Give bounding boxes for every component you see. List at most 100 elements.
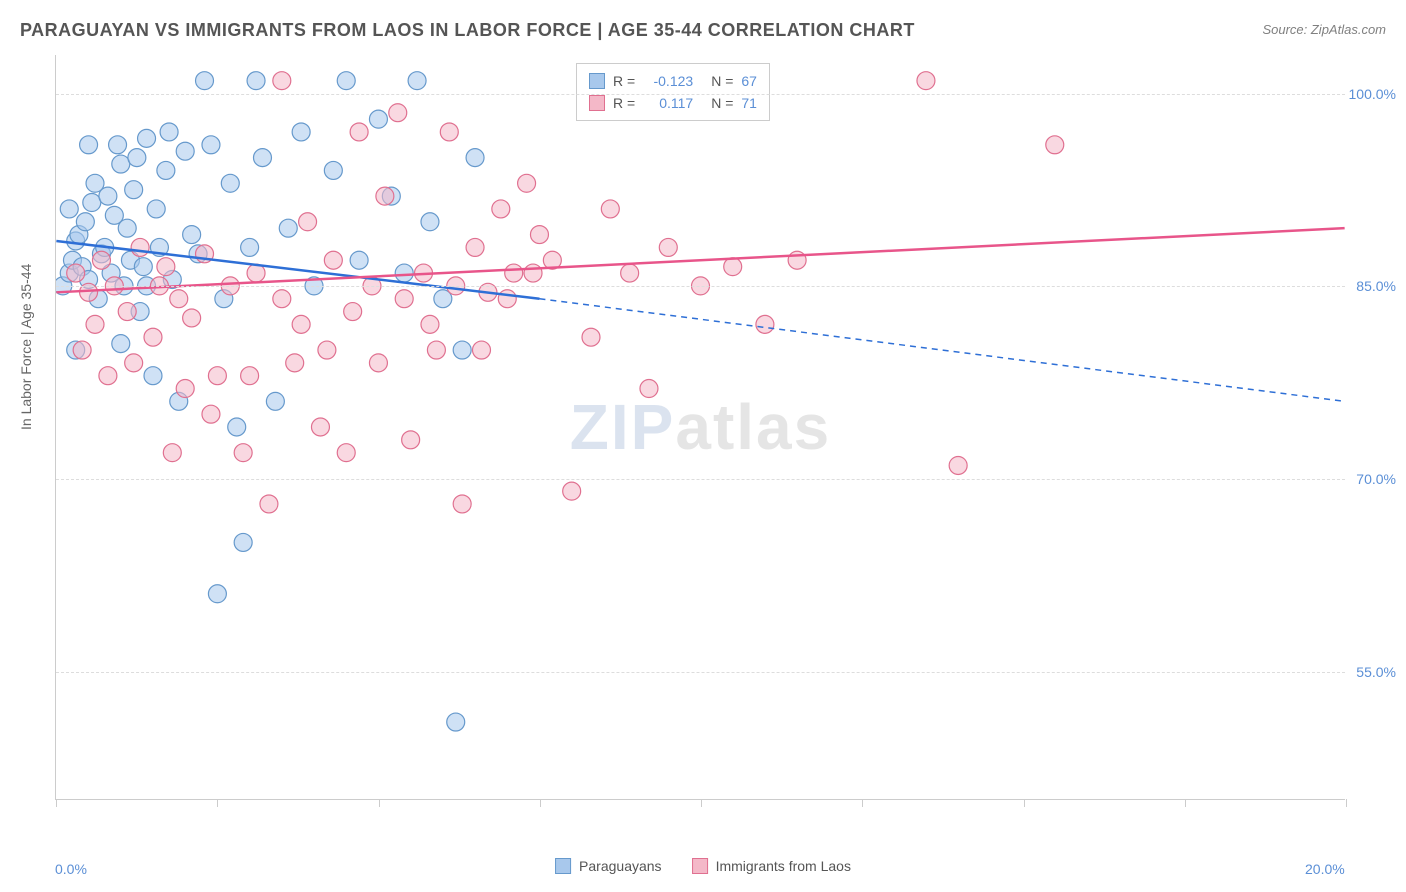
data-point — [112, 335, 130, 353]
data-point — [134, 258, 152, 276]
correlation-legend: R = -0.123 N = 67 R = 0.117 N = 71 — [576, 63, 770, 121]
xtick — [701, 799, 702, 807]
data-point — [125, 181, 143, 199]
data-point — [421, 315, 439, 333]
data-point — [421, 213, 439, 231]
data-point — [254, 149, 272, 167]
data-point — [601, 200, 619, 218]
data-point — [350, 123, 368, 141]
data-point — [949, 456, 967, 474]
data-point — [144, 367, 162, 385]
data-point — [369, 110, 387, 128]
data-point — [447, 713, 465, 731]
data-point — [131, 238, 149, 256]
data-point — [109, 136, 127, 154]
gridline — [56, 286, 1345, 287]
data-point — [350, 251, 368, 269]
data-point — [324, 251, 342, 269]
data-point — [408, 72, 426, 90]
data-point — [402, 431, 420, 449]
data-point — [118, 219, 136, 237]
data-point — [176, 380, 194, 398]
data-point — [273, 72, 291, 90]
data-point — [518, 174, 536, 192]
data-point — [311, 418, 329, 436]
data-point — [453, 495, 471, 513]
data-point — [160, 123, 178, 141]
xtick — [1024, 799, 1025, 807]
data-point — [376, 187, 394, 205]
ytick-label: 55.0% — [1356, 664, 1396, 680]
data-point — [202, 405, 220, 423]
xtick — [1346, 799, 1347, 807]
data-point — [324, 161, 342, 179]
data-point — [99, 367, 117, 385]
data-point — [118, 303, 136, 321]
legend-n-label: N = — [711, 70, 733, 92]
legend-n-value: 67 — [741, 70, 757, 92]
trend-line-extrapolated — [539, 299, 1344, 402]
data-point — [917, 72, 935, 90]
xtick — [56, 799, 57, 807]
data-point — [337, 444, 355, 462]
data-point — [318, 341, 336, 359]
data-point — [208, 367, 226, 385]
y-axis-label: In Labor Force | Age 35-44 — [18, 264, 34, 430]
data-point — [147, 200, 165, 218]
legend-label: Immigrants from Laos — [716, 858, 851, 874]
data-point — [286, 354, 304, 372]
data-point — [473, 341, 491, 359]
ytick-label: 85.0% — [1356, 278, 1396, 294]
data-point — [530, 226, 548, 244]
data-point — [228, 418, 246, 436]
data-point — [427, 341, 445, 359]
legend-swatch — [589, 95, 605, 111]
legend-n-label: N = — [711, 92, 733, 114]
xtick — [217, 799, 218, 807]
data-point — [292, 123, 310, 141]
data-point — [395, 264, 413, 282]
data-point — [80, 136, 98, 154]
data-point — [266, 392, 284, 410]
data-point — [260, 495, 278, 513]
data-point — [724, 258, 742, 276]
legend-swatch — [555, 858, 571, 874]
data-point — [369, 354, 387, 372]
data-point — [524, 264, 542, 282]
data-point — [92, 251, 110, 269]
data-point — [241, 367, 259, 385]
data-point — [453, 341, 471, 359]
legend-r-value: 0.117 — [643, 92, 693, 114]
data-point — [395, 290, 413, 308]
xtick-label: 0.0% — [55, 861, 87, 877]
series-legend: ParaguayansImmigrants from Laos — [555, 858, 851, 874]
data-point — [208, 585, 226, 603]
data-point — [1046, 136, 1064, 154]
data-point — [505, 264, 523, 282]
data-point — [234, 444, 252, 462]
data-point — [99, 187, 117, 205]
data-point — [640, 380, 658, 398]
data-point — [234, 533, 252, 551]
data-point — [582, 328, 600, 346]
source-attribution: Source: ZipAtlas.com — [1262, 22, 1386, 37]
data-point — [157, 258, 175, 276]
data-point — [144, 328, 162, 346]
legend-r-value: -0.123 — [643, 70, 693, 92]
data-point — [196, 72, 214, 90]
data-point — [389, 104, 407, 122]
data-point — [466, 238, 484, 256]
data-point — [128, 149, 146, 167]
xtick — [1185, 799, 1186, 807]
data-point — [492, 200, 510, 218]
legend-row: R = 0.117 N = 71 — [589, 92, 757, 114]
plot-svg — [56, 55, 1345, 799]
data-point — [202, 136, 220, 154]
data-point — [498, 290, 516, 308]
data-point — [60, 200, 78, 218]
data-point — [183, 226, 201, 244]
data-point — [163, 444, 181, 462]
data-point — [563, 482, 581, 500]
xtick — [862, 799, 863, 807]
data-point — [170, 290, 188, 308]
